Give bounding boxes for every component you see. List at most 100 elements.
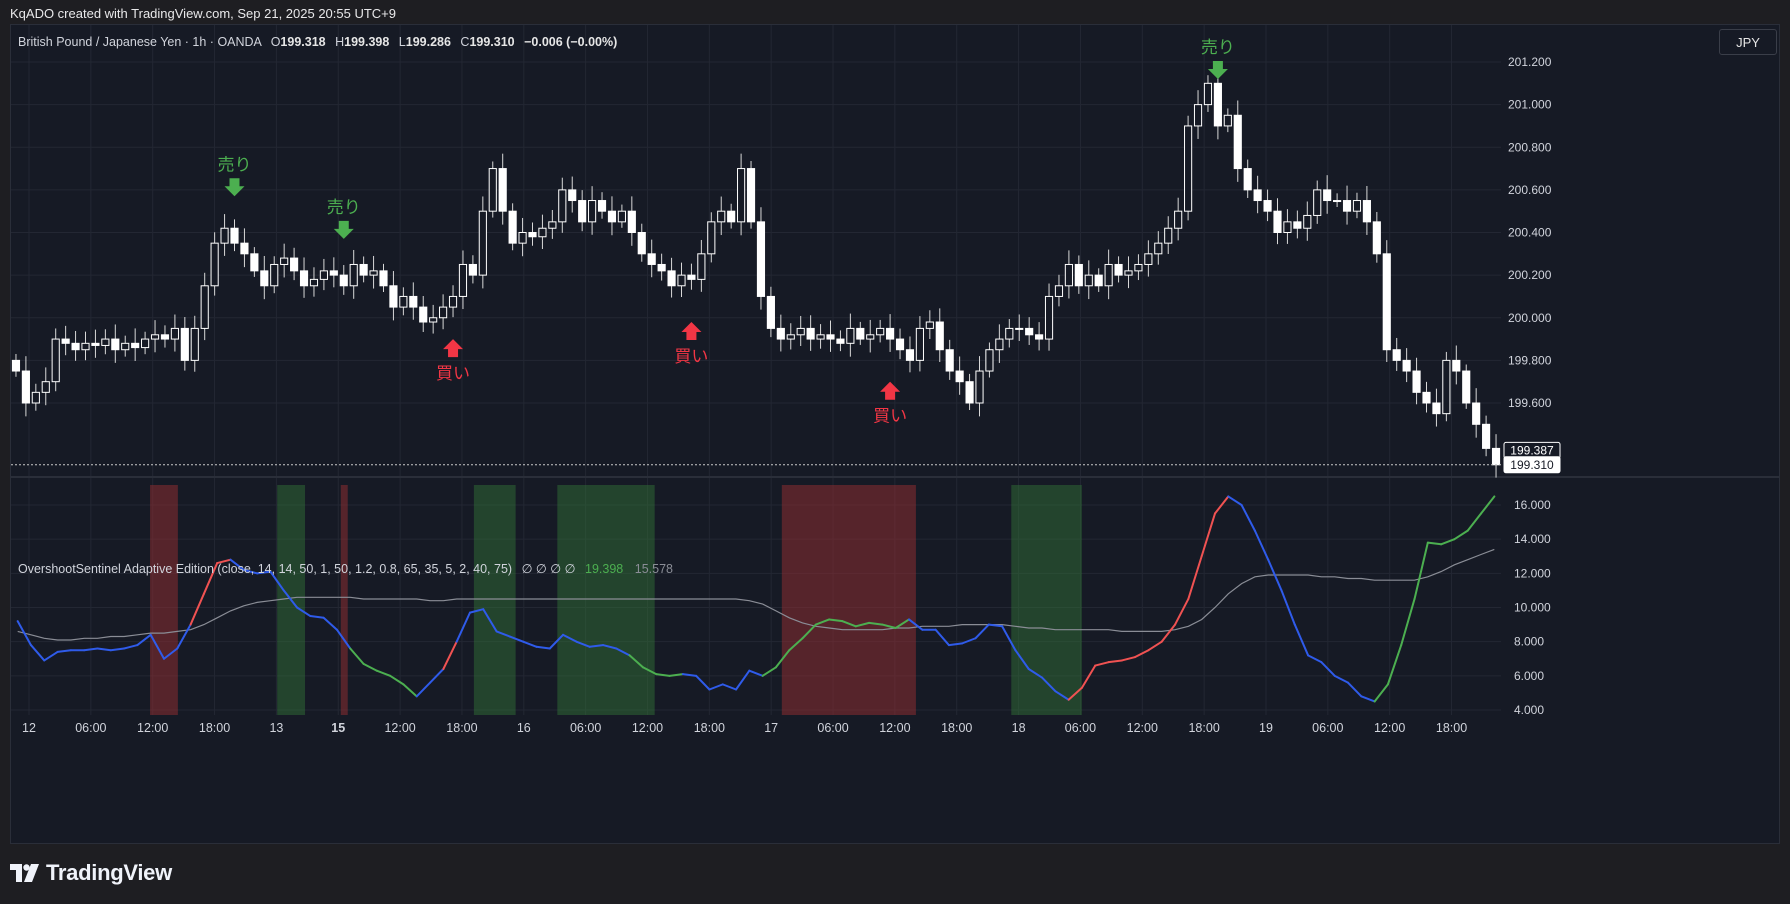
candle-body-up xyxy=(319,270,328,280)
osc-segment xyxy=(1360,695,1376,703)
candle xyxy=(220,214,229,256)
candle xyxy=(339,265,348,295)
candle xyxy=(617,204,626,228)
currency-button[interactable]: JPY xyxy=(1719,29,1777,55)
time-tick-label: 15 xyxy=(331,721,345,735)
candle-body-up xyxy=(1333,200,1342,203)
candle xyxy=(1402,348,1411,383)
candle xyxy=(1044,283,1054,351)
price-tick-label: 200.400 xyxy=(1508,226,1552,240)
candle xyxy=(538,214,547,249)
candle-body-up xyxy=(985,349,994,372)
open-label: O xyxy=(270,35,281,49)
time-tick-label: 19 xyxy=(1259,721,1273,735)
close-price-badge: 199.387 xyxy=(1503,441,1561,459)
candle xyxy=(1064,250,1073,299)
osc-segment xyxy=(83,647,99,652)
osc-main-line xyxy=(16,495,1496,703)
osc-segment xyxy=(202,562,219,595)
candle xyxy=(230,219,239,252)
osc-segment xyxy=(335,628,352,650)
brand-name: TradingView xyxy=(46,860,172,885)
candle xyxy=(1382,240,1391,363)
time-tick-label: 18:00 xyxy=(941,721,972,735)
osc-segment xyxy=(468,608,485,614)
osc-segment xyxy=(668,673,684,677)
indicator-value-2: 15.578 xyxy=(634,562,673,576)
candle-body-down xyxy=(687,274,696,280)
candle-body-down xyxy=(905,349,915,361)
candle xyxy=(945,339,954,380)
candle-body-down xyxy=(826,334,835,340)
candle xyxy=(746,161,756,229)
sell-signal-label: 売り xyxy=(218,155,252,175)
osc-segment xyxy=(495,630,511,638)
osc-segment xyxy=(269,570,285,592)
candle xyxy=(1035,322,1044,351)
candle xyxy=(81,331,90,361)
candle xyxy=(578,190,587,232)
candle xyxy=(766,286,775,338)
candle-body-up xyxy=(1104,263,1113,287)
osc-segment xyxy=(256,570,272,575)
candle-body-down xyxy=(806,327,815,340)
chart-canvas[interactable]: 売り買い売り買い買い売り201.200201.000200.800200.600… xyxy=(11,25,1779,843)
candle-body-down xyxy=(647,253,656,265)
osc-segment xyxy=(162,647,179,660)
candle xyxy=(1164,216,1173,254)
sell-signal: 売り xyxy=(1201,38,1235,80)
osc-segment xyxy=(43,650,59,662)
indicator-name[interactable]: OvershootSentinel Adaptive Edition (clos… xyxy=(18,562,513,576)
osc-segment xyxy=(1253,529,1270,561)
candle-body-up xyxy=(1283,221,1292,233)
candle-body-up xyxy=(1005,327,1014,340)
osc-segment xyxy=(189,592,205,626)
brand-logo[interactable]: TradingView xyxy=(10,860,172,886)
candle-body-up xyxy=(121,342,130,351)
candle xyxy=(1084,260,1093,300)
candle-body-down xyxy=(508,210,517,244)
candle-body-up xyxy=(588,200,597,223)
osc-segment xyxy=(562,633,578,643)
osc-zones xyxy=(150,485,1082,715)
candle-body-down xyxy=(568,189,577,202)
osc-segment xyxy=(934,628,950,647)
osc-segment xyxy=(242,568,259,575)
buy-signal: 買い xyxy=(873,381,907,427)
osc-segment xyxy=(1160,623,1177,643)
candle-body-down xyxy=(1233,114,1242,170)
candle-body-up xyxy=(915,327,924,361)
candle-body-down xyxy=(180,327,189,361)
candle xyxy=(160,325,170,348)
candle-body-up xyxy=(1084,274,1093,287)
candle xyxy=(170,314,179,352)
candle-body-down xyxy=(1382,253,1391,351)
candle-body-down xyxy=(290,257,299,272)
overbought-zone xyxy=(781,485,916,715)
candle-body-down xyxy=(1243,168,1252,191)
candle-body-up xyxy=(737,168,746,223)
candle xyxy=(309,267,319,297)
candle xyxy=(667,257,676,298)
candle-body-down xyxy=(1263,200,1272,212)
candle-body-down xyxy=(468,263,477,276)
candle-body-up xyxy=(617,210,626,223)
osc-tick-label: 14.000 xyxy=(1514,532,1551,546)
symbol-name[interactable]: British Pound / Japanese Yen · 1h · OAND… xyxy=(18,35,262,49)
chart-panel[interactable]: 売り 買い 売り 買い 買い 売り 201.200 201.000 200.800 200.600… xyxy=(10,24,1780,844)
candle xyxy=(448,285,458,318)
price-badge-text: 199.387 xyxy=(1510,443,1554,457)
overbought-zone xyxy=(340,485,348,715)
osc-segment xyxy=(1280,589,1296,626)
osc-segment xyxy=(1067,686,1083,701)
low-label: L xyxy=(398,35,406,49)
osc-segment xyxy=(1174,597,1190,626)
osc-segment xyxy=(868,621,884,626)
candle xyxy=(1223,108,1232,133)
osc-segment xyxy=(309,615,325,619)
candle xyxy=(468,255,477,284)
candle-body-up xyxy=(975,370,984,404)
candle-body-down xyxy=(776,327,785,340)
candle-body-up xyxy=(210,242,219,287)
osc-segment xyxy=(641,666,658,676)
